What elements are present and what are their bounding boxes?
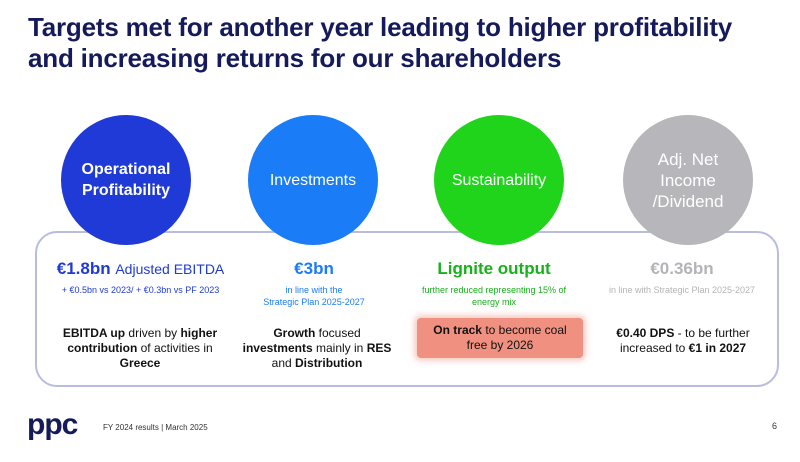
desc-text: of activities in	[137, 341, 213, 355]
kpi-subtext: in line with Strategic Plan 2025-2027	[608, 285, 756, 295]
desc-text: and	[271, 356, 296, 370]
circle-label-line1: Investments	[269, 171, 357, 189]
kpi-description-investments: Growth focused investments mainly in RES…	[222, 326, 412, 371]
circle-label-line1: Operational	[81, 161, 171, 178]
desc-bold: €0.40 DPS	[616, 326, 675, 340]
footer-caption: FY 2024 results | March 2025	[103, 423, 208, 432]
circle-label-line2: /Dividend	[652, 191, 724, 211]
circle-operational-profitability: Operational Profitability	[61, 115, 191, 245]
desc-bold: RES	[366, 341, 392, 355]
kpi-column-lignite: Lignite output further reduced represent…	[404, 258, 584, 308]
desc-text: increased to	[619, 341, 689, 355]
desc-text: focused	[315, 326, 361, 340]
kpi-headline: Lignite output	[404, 258, 584, 280]
kpi-column-ebitda: €1.8bn Adjusted EBITDA + €0.5bn vs 2023/…	[48, 258, 233, 296]
kpi-description-dividend: €0.40 DPS - to be further increased to €…	[588, 326, 778, 356]
desc-text: driven by	[125, 326, 181, 340]
kpi-column-investments: €3bn in line with the Strategic Plan 202…	[224, 258, 404, 308]
desc-bold: contribution	[67, 341, 138, 355]
kpi-value: €0.36bn	[650, 259, 714, 278]
circle-sustainability: Sustainability	[434, 115, 564, 245]
desc-bold: On track	[433, 323, 482, 337]
circle-adj-net-income-dividend: Adj. Net Income /Dividend	[623, 115, 753, 245]
kpi-subtext-line2: Strategic Plan 2025-2027	[263, 297, 365, 307]
desc-bold: Growth	[273, 326, 316, 340]
desc-bold: €1 in 2027	[688, 341, 747, 355]
ppc-logo: ppc	[27, 408, 78, 441]
desc-bold: EBITDA up	[62, 326, 126, 340]
desc-bold: investments	[242, 341, 313, 355]
desc-text: to become coal	[481, 323, 567, 337]
kpi-headline: €3bn	[224, 258, 404, 280]
desc-bold: Distribution	[295, 356, 363, 370]
kpi-subtext-line2: energy mix	[471, 297, 516, 307]
kpi-description-ebitda: EBITDA up driven by higher contribution …	[45, 326, 235, 371]
desc-bold: higher	[180, 326, 218, 340]
desc-text: mainly in	[312, 341, 367, 355]
kpi-headline: €1.8bn Adjusted EBITDA	[48, 258, 233, 280]
page-number: 6	[772, 421, 778, 431]
kpi-subtext: further reduced representing 15% of ener…	[404, 284, 584, 308]
desc-text: - to be further	[674, 326, 750, 340]
circle-investments: Investments	[248, 115, 378, 245]
kpi-value: Lignite output	[437, 259, 551, 278]
kpi-value: €3bn	[294, 259, 334, 278]
kpi-subtext-line1: in line with the	[285, 285, 343, 295]
desc-text: free by 2026	[466, 338, 534, 352]
kpi-panel	[35, 231, 779, 387]
kpi-subtext: in line with the Strategic Plan 2025-202…	[224, 284, 404, 308]
kpi-value: €1.8bn	[56, 259, 111, 278]
kpi-headline: €0.36bn	[592, 258, 772, 280]
kpi-description-lignite-highlight: On track to become coal free by 2026	[417, 318, 583, 358]
slide-title-line2: and increasing returns for our sharehold…	[28, 43, 562, 73]
slide-title: Targets met for another year leading to …	[28, 12, 788, 74]
kpi-subtext-line1: further reduced representing 15% of	[421, 285, 567, 295]
slide-title-line1: Targets met for another year leading to …	[28, 12, 733, 42]
kpi-subtext: + €0.5bn vs 2023/ + €0.3bn vs PF 2023	[61, 285, 220, 295]
kpi-column-net-income: €0.36bn in line with Strategic Plan 2025…	[592, 258, 772, 296]
circle-label-line2: Profitability	[81, 182, 170, 199]
circle-label-line1: Adj. Net Income	[657, 149, 719, 190]
circle-label-line1: Sustainability	[451, 171, 547, 189]
kpi-label: Adjusted EBITDA	[115, 261, 225, 277]
desc-bold: Greece	[119, 356, 161, 370]
